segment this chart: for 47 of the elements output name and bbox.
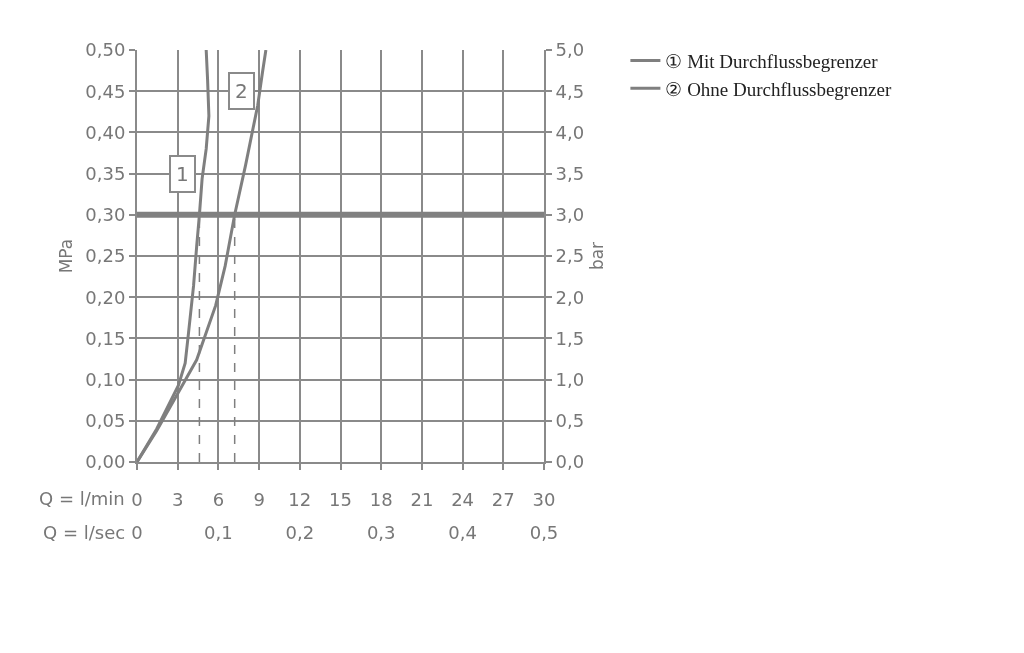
x-tick-label: 18 [369, 488, 393, 510]
y-tick-label: 0,30 [85, 204, 126, 226]
x2-tick-label: 0,5 [529, 522, 559, 543]
y2-tick-label: 5,0 [555, 39, 585, 61]
y-tick-label: 0,10 [85, 368, 126, 390]
x2-tick-label: 0 [131, 522, 143, 543]
y2-tick-label: 3,5 [555, 162, 585, 184]
x2-tick-label: 0,3 [366, 522, 396, 543]
y2-tick-label: 0,5 [555, 410, 585, 432]
y-tick-label: 0,20 [85, 286, 126, 308]
y-tick-label: 0,05 [85, 410, 126, 432]
y-tick-label: 0,40 [85, 121, 126, 143]
x2-tick-label: 0,4 [448, 522, 477, 543]
x-tick-label: 0 [131, 488, 143, 510]
x-tick-label: 21 [410, 488, 434, 510]
y-axis-title: MPa [56, 238, 77, 274]
legend-label: ① Mit Durchflussbegrenzer [665, 51, 879, 73]
x2-axis-title: Q = l/sec [43, 522, 126, 543]
x-tick-label: 3 [171, 488, 184, 510]
y-tick-label: 0,45 [85, 80, 126, 102]
x-axis-title: Q = l/min [39, 488, 125, 509]
y2-tick-label: 3,0 [555, 204, 585, 226]
x-tick-label: 12 [288, 488, 312, 510]
annotation: 2 [235, 79, 248, 103]
y-tick-label: 0,25 [85, 245, 126, 267]
y-tick-label: 0,15 [85, 327, 126, 349]
legend-label: ② Ohne Durchflussbegrenzer [665, 78, 892, 100]
y-tick-label: 0,00 [85, 451, 126, 473]
y2-tick-label: 0,0 [555, 451, 585, 473]
x2-tick-label: 0,2 [285, 522, 315, 543]
y2-tick-label: 1,5 [555, 327, 585, 349]
x-tick-label: 30 [532, 488, 556, 510]
y2-tick-label: 4,0 [555, 121, 585, 143]
x2-tick-label: 0,1 [204, 522, 233, 543]
y-tick-label: 0,50 [85, 39, 126, 61]
y2-tick-label: 4,5 [555, 80, 585, 102]
y-tick-label: 0,35 [85, 162, 126, 184]
y2-tick-label: 2,5 [555, 245, 585, 267]
x-tick-label: 6 [212, 488, 225, 510]
x-tick-label: 27 [491, 488, 515, 510]
y2-tick-label: 2,0 [555, 286, 585, 308]
y2-axis-title: bar [587, 241, 608, 271]
y2-tick-label: 1,0 [555, 368, 585, 390]
annotation: 1 [176, 162, 189, 186]
x-tick-label: 15 [329, 488, 352, 510]
x-tick-label: 9 [253, 488, 265, 510]
x-tick-label: 24 [451, 488, 475, 510]
